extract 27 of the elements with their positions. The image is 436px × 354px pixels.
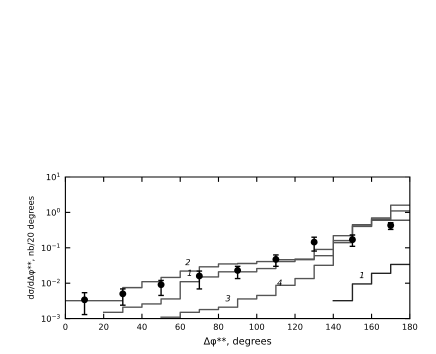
x-tick-label: 60: [175, 324, 185, 330]
x-tick-label: 180: [402, 324, 418, 330]
y-tick-label: 10$^{−3}$: [42, 314, 60, 322]
x-tick-label: 80: [214, 324, 224, 330]
x-tick-label: 0: [63, 324, 68, 330]
y-tick-label: 10$^{1}$: [46, 172, 60, 180]
x-tick-label: 160: [364, 324, 379, 330]
x-tick-label: 140: [326, 324, 341, 330]
x-tick-label: 40: [137, 324, 147, 330]
point: [272, 256, 280, 263]
annotation: 4: [277, 280, 282, 286]
x-tick-label: 120: [288, 324, 302, 330]
y-tick-label: 10$^{−1}$: [42, 243, 60, 252]
point: [348, 236, 356, 244]
point: [196, 272, 203, 280]
x-axis-title: Δφ**, degrees: [204, 337, 272, 346]
annotation: 1: [188, 270, 192, 276]
point: [81, 296, 88, 304]
y-tick-label: 10$^{−2}$: [42, 278, 60, 286]
x-tick-label: 100: [250, 324, 264, 330]
annotation: 1: [360, 272, 364, 278]
x-tick-label: 20: [98, 324, 108, 330]
point: [310, 238, 318, 246]
annotation: 3: [225, 295, 230, 302]
y-axis-title: dσ/dΔφ**, nb/20 degrees: [27, 196, 36, 300]
y-tick-label: 10$^{0}$: [46, 208, 60, 216]
annotation: 2: [185, 258, 190, 266]
